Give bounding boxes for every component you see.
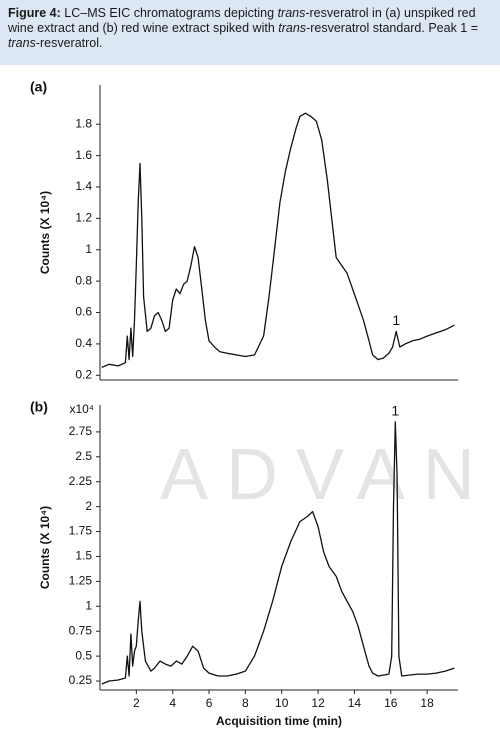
- scale-label: x10⁴: [69, 402, 94, 416]
- y-tick-label: 0.75: [69, 623, 93, 637]
- y-tick-label: 0.5: [75, 648, 92, 662]
- x-tick-label: 6: [206, 696, 213, 710]
- y-tick-label: 1.8: [75, 116, 92, 130]
- x-tick-label: 18: [420, 696, 434, 710]
- x-tick-label: 16: [384, 696, 398, 710]
- y-tick-label: 1.25: [69, 574, 93, 588]
- y-tick-label: 1.75: [69, 524, 93, 538]
- x-tick-label: 10: [275, 696, 289, 710]
- panel-label: (a): [30, 79, 47, 95]
- y-tick-label: 1.4: [75, 179, 92, 193]
- y-tick-label: 1: [85, 598, 92, 612]
- x-tick-label: 8: [242, 696, 249, 710]
- y-tick-label: 2: [85, 499, 92, 513]
- caption-text: -resveratrol standard. Peak 1 =: [306, 21, 479, 35]
- trace: [101, 421, 455, 685]
- y-tick-label: 1: [85, 242, 92, 256]
- y-tick-label: 1.5: [75, 549, 92, 563]
- y-tick-label: 0.4: [75, 336, 92, 350]
- x-tick-label: 12: [311, 696, 325, 710]
- x-tick-label: 14: [348, 696, 362, 710]
- y-axis-label: Counts (X 10⁴): [38, 191, 52, 274]
- panel-label: (b): [30, 399, 48, 415]
- annotation: 1: [391, 403, 399, 419]
- caption-text: -resveratrol in (a) unspiked red wine ex…: [8, 6, 476, 35]
- annotation: 1: [392, 312, 400, 328]
- watermark: ADVAN: [160, 435, 493, 515]
- y-tick-label: 2.5: [75, 449, 92, 463]
- caption-text: trans: [278, 21, 307, 35]
- caption-text: LC–MS EIC chromatograms depicting: [60, 6, 278, 20]
- y-tick-label: 2.25: [69, 474, 93, 488]
- caption: Figure 4: LC–MS EIC chromatograms depict…: [0, 0, 500, 65]
- caption-text: trans: [277, 6, 306, 20]
- y-tick-label: 0.6: [75, 305, 92, 319]
- y-tick-label: 1.6: [75, 148, 92, 162]
- y-tick-label: 2.75: [69, 424, 93, 438]
- y-tick-label: 0.8: [75, 273, 92, 287]
- trace: [101, 112, 455, 368]
- caption-text: -resveratrol.: [35, 36, 103, 50]
- caption-text: Figure 4:: [8, 6, 61, 20]
- x-tick-label: 2: [133, 696, 140, 710]
- x-axis-label: Acquisition time (min): [216, 714, 342, 728]
- y-tick-label: 0.25: [69, 673, 93, 687]
- y-tick-label: 1.2: [75, 211, 92, 225]
- y-tick-label: 0.2: [75, 367, 92, 381]
- x-tick-label: 4: [169, 696, 176, 710]
- caption-text: trans: [8, 36, 36, 50]
- y-axis-label: Counts (X 10⁴): [38, 506, 52, 589]
